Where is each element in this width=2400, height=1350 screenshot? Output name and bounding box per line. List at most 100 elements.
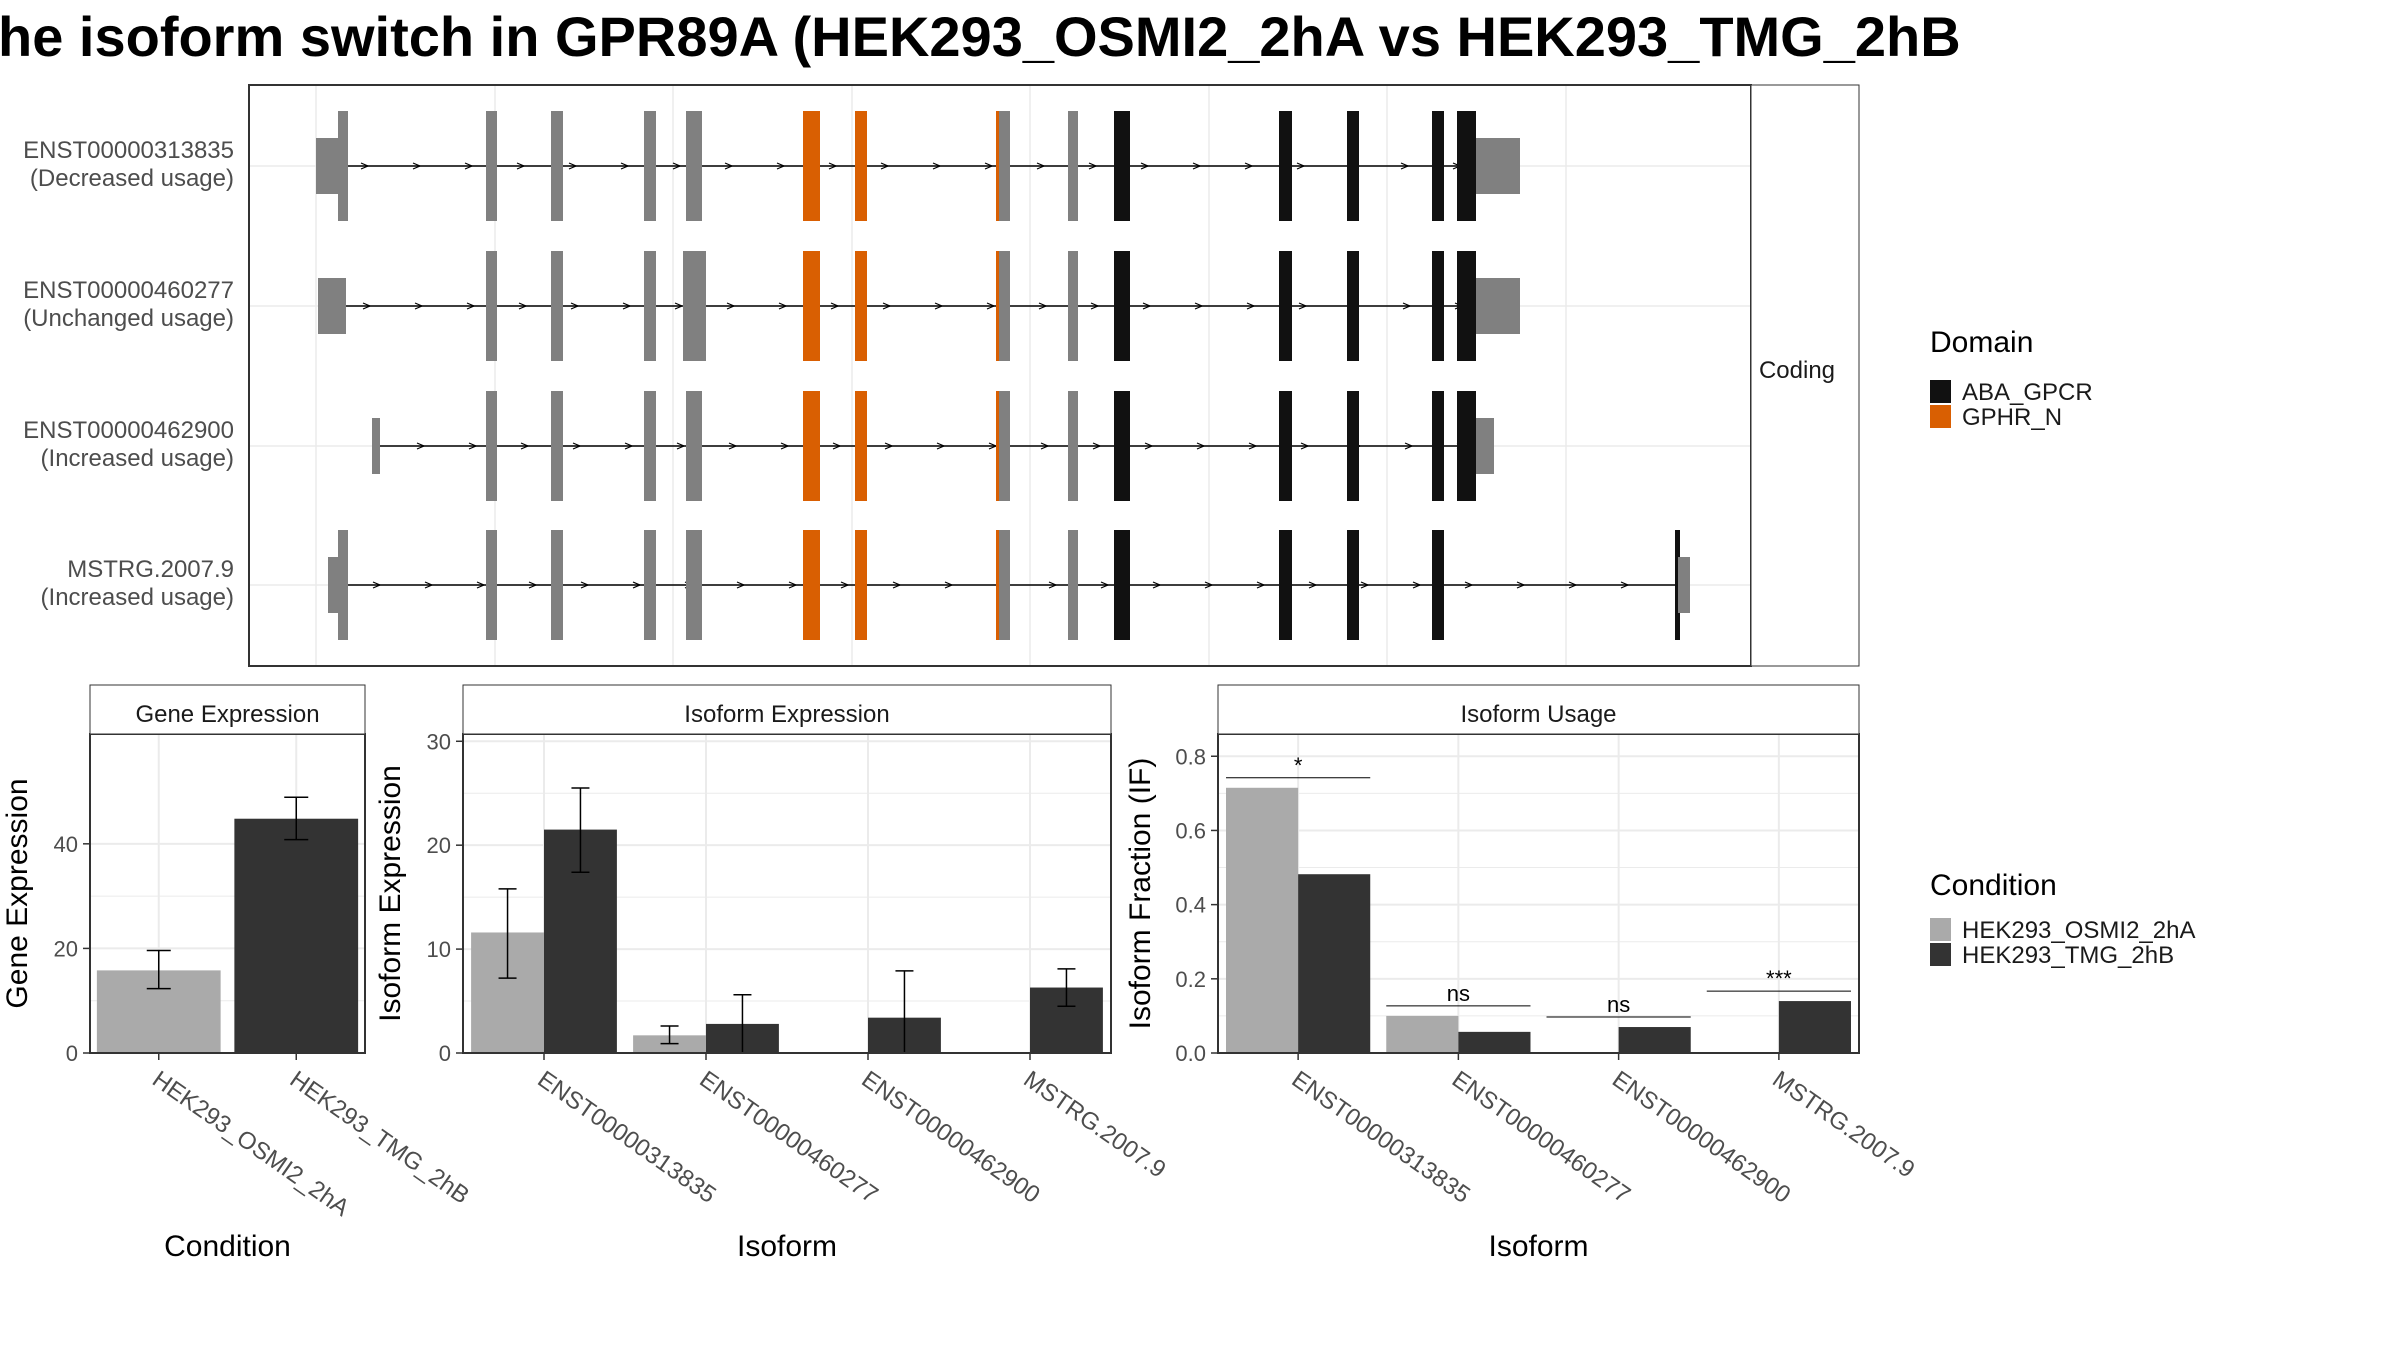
exon-block — [1068, 530, 1078, 640]
exon-block — [1114, 111, 1130, 221]
legend-swatch-osmi2 — [1930, 918, 1951, 941]
exon-block — [644, 530, 656, 640]
x-tick-label: ENST00000462900 — [857, 1066, 1045, 1209]
strand-arrow — [1516, 581, 1526, 589]
strand-arrow — [1040, 442, 1050, 450]
strand-arrow — [780, 442, 790, 450]
isoform-label-id: ENST00000313835 — [23, 137, 234, 164]
exon-block — [996, 530, 1010, 640]
domain-legend: Domain ABA_GPCR GPHR_N — [1930, 326, 2093, 431]
strand-arrow — [1036, 162, 1046, 170]
legend-label-tmg: HEK293_TMG_2hB — [1962, 942, 2174, 969]
strand-arrow — [1464, 581, 1474, 589]
exon-block — [1432, 251, 1444, 361]
strand-arrow — [1620, 581, 1630, 589]
strand-arrow — [986, 302, 996, 310]
strand-arrow — [424, 581, 434, 589]
exon-block — [486, 530, 497, 640]
strand-arrow — [1048, 581, 1058, 589]
legend-label-aba-gpcr: ABA_GPCR — [1962, 379, 2093, 406]
strand-arrow — [1256, 581, 1266, 589]
significance-label: ns — [1607, 992, 1630, 1017]
exon-block — [1114, 391, 1130, 501]
exon-block — [855, 530, 867, 640]
exon-block — [803, 391, 820, 501]
y-axis-title: Isoform Fraction (IF) — [1124, 758, 1157, 1030]
strand-arrow — [882, 302, 892, 310]
exon-block — [855, 111, 867, 221]
bar-panel-strip — [462, 684, 1112, 735]
transcript-structure-panel: ENST00000313835(Decreased usage) ENST0000… — [23, 84, 1860, 667]
strand-arrow — [570, 302, 580, 310]
y-tick-label: 10 — [427, 937, 451, 962]
strand-arrow — [934, 302, 944, 310]
exon-block — [338, 530, 348, 640]
strand-arrow — [372, 581, 382, 589]
y-tick-label: 30 — [427, 729, 451, 754]
exon-block — [1279, 251, 1292, 361]
strand-arrow — [674, 302, 684, 310]
exon-block — [1476, 418, 1494, 474]
strand-arrow — [468, 442, 478, 450]
legend-swatch-gphr-n — [1930, 405, 1951, 428]
bar-HEK293_TMG_2hB-ENST00000460277 — [1458, 1031, 1531, 1053]
strand-arrow — [1298, 302, 1308, 310]
exon-block — [1432, 111, 1444, 221]
transcript-facet-label: Coding — [1759, 357, 1835, 384]
strand-arrow — [520, 442, 530, 450]
strand-arrow — [932, 162, 942, 170]
bar-HEK293_TMG_2hB-ENST00000462900 — [1618, 1027, 1691, 1053]
exon-block — [486, 391, 493, 501]
strand-arrow — [416, 442, 426, 450]
exon-block — [996, 391, 1010, 501]
strand-arrow — [1296, 162, 1306, 170]
strand-arrow — [528, 581, 538, 589]
exon-block — [1347, 111, 1359, 221]
y-tick-label: 20 — [54, 936, 78, 961]
strand-arrow — [1194, 302, 1204, 310]
bar-panel-strip — [1217, 684, 1860, 735]
exon-block — [1279, 391, 1292, 501]
exon-block — [1279, 111, 1292, 221]
strand-arrow — [622, 302, 632, 310]
exon-block — [686, 530, 702, 640]
isoform-label-id: MSTRG.2007.9 — [67, 556, 234, 583]
strand-arrow — [1038, 302, 1048, 310]
y-tick-label: 0.8 — [1175, 744, 1206, 769]
exon-block — [1114, 530, 1130, 640]
exon-domain-edge — [996, 111, 999, 221]
strand-arrow — [1402, 302, 1412, 310]
legend-swatch-tmg — [1930, 943, 1951, 966]
strand-arrow — [984, 162, 994, 170]
exon-block — [803, 530, 820, 640]
exon-block — [1457, 391, 1476, 501]
bar-HEK293_OSMI2_2hA-ENST00000313835 — [1226, 787, 1299, 1053]
strand-arrow — [1248, 442, 1258, 450]
y-tick-label: 0 — [439, 1041, 451, 1066]
exon-domain-edge — [996, 530, 999, 640]
strand-arrow — [362, 302, 372, 310]
strand-arrow — [892, 581, 902, 589]
strand-arrow — [1192, 162, 1202, 170]
exon-block — [700, 251, 706, 361]
bar-HEK293_OSMI2_2hA-ENST00000460277 — [1386, 1015, 1459, 1053]
exon-block — [551, 111, 563, 221]
strand-arrow — [1412, 581, 1422, 589]
strand-arrow — [1152, 581, 1162, 589]
strand-arrow — [880, 162, 890, 170]
strand-arrow — [1400, 162, 1410, 170]
exon-block — [1457, 251, 1476, 361]
exon-block — [1347, 530, 1359, 640]
strand-arrow — [1300, 442, 1310, 450]
legend-label-gphr-n: GPHR_N — [1962, 404, 2062, 431]
strand-arrow — [518, 302, 528, 310]
exon-block — [1068, 251, 1078, 361]
bar-panel-title: Gene Expression — [135, 701, 319, 728]
bar-HEK293_TMG_2hB — [234, 818, 359, 1053]
figure-title: he isoform switch in GPR89A (HEK293_OSMI… — [0, 5, 1961, 68]
exon-block — [1457, 111, 1476, 221]
strand-arrow — [632, 581, 642, 589]
strand-arrow — [832, 442, 842, 450]
strand-arrow — [944, 581, 954, 589]
